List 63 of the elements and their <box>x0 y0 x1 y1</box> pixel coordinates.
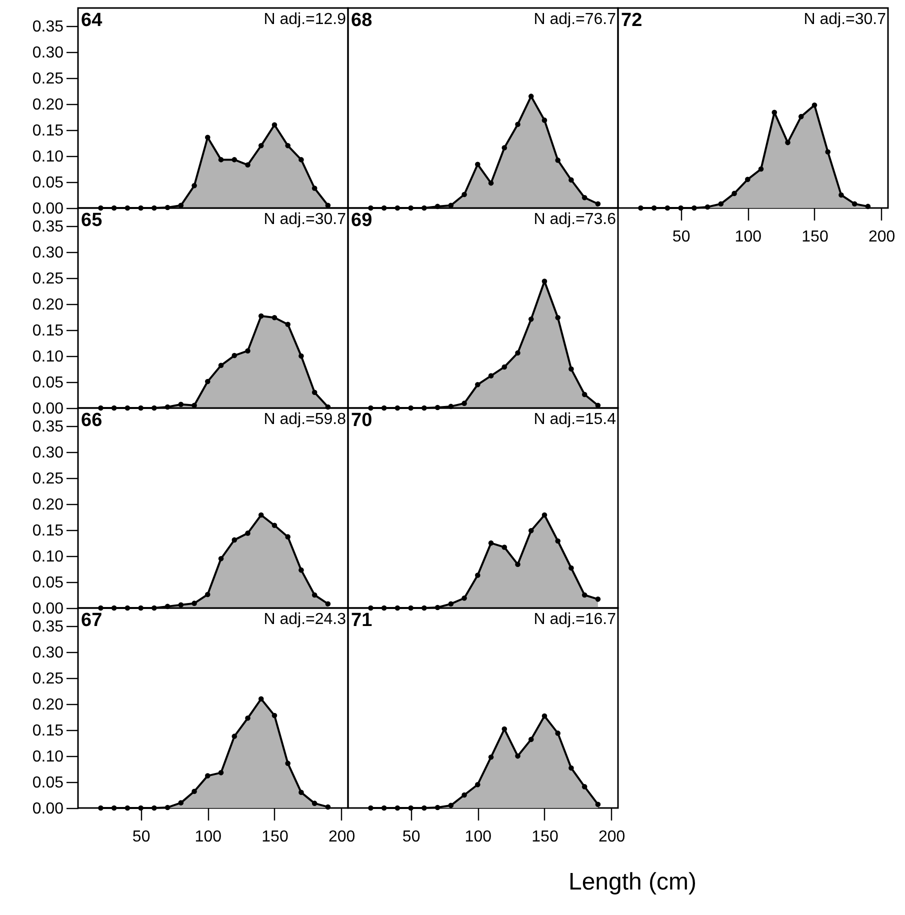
annotation: N adj.=73.6 <box>534 211 616 228</box>
y-tick-label: 0.05 <box>32 374 64 392</box>
y-tick-label: 0.00 <box>32 200 64 218</box>
x-tick-label: 100 <box>734 228 762 246</box>
x-tick-label: 50 <box>402 828 420 846</box>
y-tick-label: 0.10 <box>32 748 64 766</box>
y-tick-label: 0.10 <box>32 348 64 366</box>
x-tick-label: 150 <box>262 828 288 846</box>
y-tick-label: 0.05 <box>32 774 64 792</box>
annotation: N adj.=16.7 <box>534 611 616 628</box>
annotation: N adj.=15.4 <box>534 411 616 428</box>
y-tick-label: 0.10 <box>32 148 64 166</box>
y-tick-label: 0.20 <box>32 496 64 514</box>
y-tick-label: 0.35 <box>32 618 64 636</box>
y-tick-label: 0.20 <box>32 96 64 114</box>
x-axis-title: Length (cm) <box>568 868 697 896</box>
x-tick-label: 200 <box>868 228 896 246</box>
y-tick-label: 0.30 <box>32 244 64 262</box>
chart-title: 69 <box>351 210 372 231</box>
y-tick-label: 0.05 <box>32 174 64 192</box>
x-tick-label: 50 <box>672 228 690 246</box>
y-tick-label: 0.20 <box>32 696 64 714</box>
y-tick-label: 0.25 <box>32 470 64 488</box>
y-tick-label: 0.00 <box>32 600 64 618</box>
y-tick-label: 0.15 <box>32 722 64 740</box>
y-tick-label: 0.00 <box>32 400 64 418</box>
chart-title: 68 <box>351 10 372 31</box>
y-tick-label: 0.00 <box>32 800 64 818</box>
chart-title: 72 <box>621 10 642 31</box>
y-tick-label: 0.15 <box>32 522 64 540</box>
x-tick-label: 200 <box>328 828 356 846</box>
y-tick-label: 0.15 <box>32 322 64 340</box>
chart-title: 71 <box>351 610 373 631</box>
y-tick-label: 0.10 <box>32 548 64 566</box>
annotation: N adj.=76.7 <box>534 11 616 28</box>
y-tick-label: 0.35 <box>32 218 64 236</box>
x-tick-label: 100 <box>464 828 492 846</box>
chart-title: 65 <box>81 210 103 231</box>
y-tick-label: 0.35 <box>32 418 64 436</box>
annotation: N adj.=30.7 <box>804 11 886 28</box>
chart-title: 67 <box>81 610 102 631</box>
annotation: N adj.=30.7 <box>264 211 346 228</box>
y-tick-label: 0.30 <box>32 444 64 462</box>
y-tick-label: 0.25 <box>32 670 64 688</box>
chart-title: 64 <box>81 10 103 31</box>
y-tick-label: 0.30 <box>32 44 64 62</box>
y-tick-label: 0.30 <box>32 644 64 662</box>
annotation: N adj.=24.3 <box>264 611 346 628</box>
chart-title: 70 <box>351 410 372 431</box>
x-tick-label: 150 <box>532 828 558 846</box>
y-tick-label: 0.15 <box>32 122 64 140</box>
y-tick-label: 0.35 <box>32 18 64 36</box>
x-tick-label: 100 <box>194 828 222 846</box>
chart-title: 66 <box>81 410 102 431</box>
x-tick-label: 200 <box>598 828 626 846</box>
y-tick-label: 0.20 <box>32 296 64 314</box>
y-tick-label: 0.05 <box>32 574 64 592</box>
y-tick-label: 0.25 <box>32 270 64 288</box>
annotation: N adj.=12.9 <box>264 11 346 28</box>
y-tick-label: 0.25 <box>32 70 64 88</box>
annotation: N adj.=59.8 <box>264 411 346 428</box>
x-tick-label: 50 <box>132 828 150 846</box>
x-tick-label: 150 <box>802 228 828 246</box>
